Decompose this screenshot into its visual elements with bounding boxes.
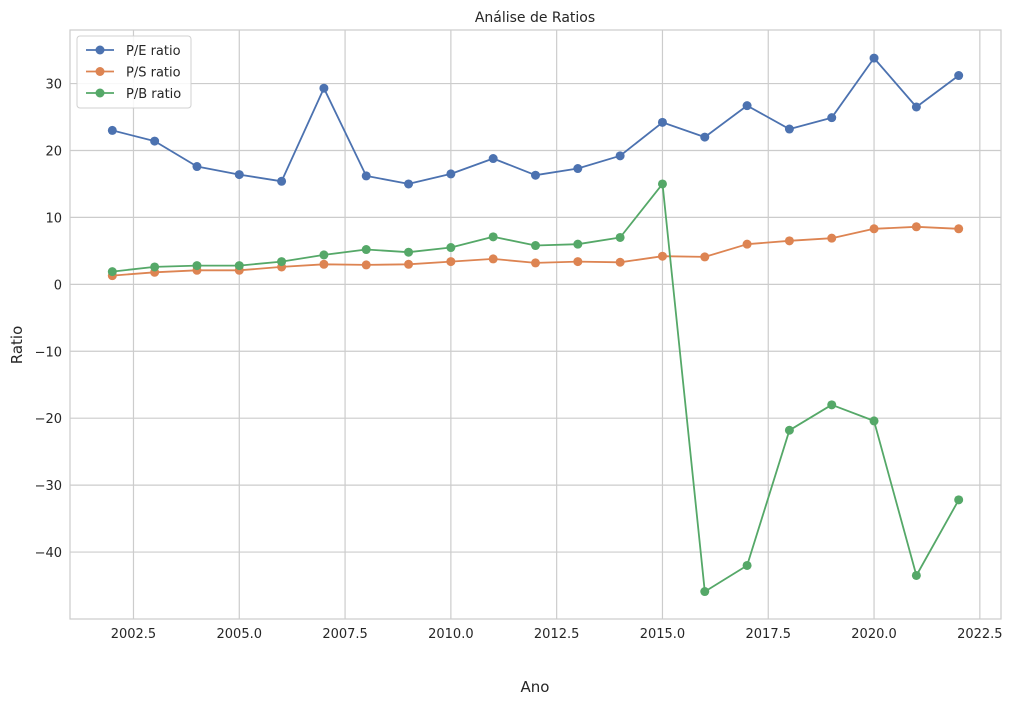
x-tick-label: 2017.5 <box>746 627 792 642</box>
p-e-ratio-point <box>488 154 498 164</box>
y-tick-label: 20 <box>45 144 62 159</box>
p-b-ratio-point <box>573 239 583 249</box>
p-s-ratio-point <box>446 257 456 267</box>
p-e-ratio-point <box>742 101 752 111</box>
p-e-ratio-point <box>911 102 921 112</box>
p-b-ratio-point <box>954 495 964 505</box>
p-e-ratio-point <box>107 125 117 135</box>
legend-label-p-e-ratio: P/E ratio <box>126 44 181 59</box>
x-tick-label: 2005.0 <box>217 627 263 642</box>
p-e-ratio-point <box>361 171 371 181</box>
p-b-ratio-point <box>150 262 160 272</box>
x-tick-label: 2012.5 <box>534 627 580 642</box>
p-b-ratio-point <box>277 257 287 267</box>
p-b-ratio-point <box>361 245 371 255</box>
p-s-ratio-point <box>573 257 583 267</box>
p-e-ratio-point <box>531 170 540 180</box>
p-b-ratio-point <box>700 587 710 597</box>
p-b-ratio-point <box>657 179 667 189</box>
p-b-ratio-point <box>446 243 456 253</box>
p-b-ratio-point <box>784 425 794 435</box>
p-e-ratio-point <box>869 53 879 63</box>
p-e-ratio-point <box>192 162 202 172</box>
legend-box <box>76 35 192 109</box>
y-tick-label: −40 <box>35 546 62 561</box>
p-e-ratio-point <box>700 132 710 142</box>
legend-label-p-b-ratio: P/B ratio <box>126 87 181 102</box>
p-s-ratio-point <box>784 236 794 246</box>
p-b-ratio-point <box>742 560 752 570</box>
legend-swatch-marker <box>95 45 105 55</box>
p-e-ratio-point <box>657 117 667 127</box>
p-s-ratio-point <box>361 260 371 270</box>
x-axis-label: Ano <box>521 678 550 696</box>
p-e-ratio-point <box>446 169 456 179</box>
plot-area <box>69 29 1002 620</box>
p-s-ratio-point <box>954 224 964 234</box>
p-e-ratio-point <box>954 71 964 81</box>
chart-title: Análise de Ratios <box>475 10 595 26</box>
p-e-ratio-point <box>827 113 837 123</box>
p-s-ratio-point <box>869 224 879 234</box>
p-s-ratio-point <box>488 254 498 264</box>
p-e-ratio-point <box>277 176 287 186</box>
legend-swatch-marker <box>95 88 105 98</box>
x-tick-label: 2020.0 <box>851 627 897 642</box>
p-e-ratio-point <box>573 164 583 174</box>
p-e-ratio-point <box>404 179 414 189</box>
p-s-ratio-point <box>531 258 540 268</box>
p-b-ratio-point <box>531 241 540 251</box>
legend: P/E ratio P/S ratio P/B ratio <box>76 35 192 109</box>
p-b-ratio-point <box>827 400 837 410</box>
p-b-ratio-point <box>404 247 414 257</box>
y-axis-label: Ratio <box>8 326 26 365</box>
x-tick-label: 2015.0 <box>640 627 686 642</box>
legend-swatch-marker <box>95 67 105 76</box>
p-s-ratio-point <box>657 251 667 261</box>
legend-label-p-s-ratio: P/S ratio <box>126 66 181 81</box>
grid-lines <box>70 30 1001 619</box>
p-s-ratio-point <box>404 259 414 269</box>
p-e-ratio-point <box>150 136 160 146</box>
y-tick-label: 30 <box>45 78 62 93</box>
y-tick-label: 10 <box>45 211 62 226</box>
p-b-ratio-point <box>319 250 329 260</box>
p-b-ratio-point <box>107 267 117 277</box>
y-tick-labels: −40 −30 −20 −10 0 10 20 30 <box>35 78 62 562</box>
p-s-ratio-point <box>700 252 710 262</box>
p-b-ratio-point <box>234 261 244 271</box>
p-b-ratio-point <box>615 232 625 242</box>
p-b-ratio-point <box>192 261 202 271</box>
x-tick-label: 2007.5 <box>322 627 368 642</box>
p-s-ratio-point <box>827 233 837 243</box>
p-s-ratio-point <box>742 239 752 249</box>
x-tick-label: 2022.5 <box>957 627 1003 642</box>
y-tick-label: 0 <box>54 278 62 293</box>
y-tick-label: −20 <box>35 412 62 427</box>
y-tick-label: −30 <box>35 479 62 494</box>
p-b-ratio-point <box>488 232 498 242</box>
x-tick-label: 2010.0 <box>428 627 474 642</box>
p-e-ratio-point <box>615 151 625 161</box>
y-tick-label: −10 <box>35 345 62 360</box>
x-tick-labels: 2002.5 2005.0 2007.5 2010.0 2012.5 2015.0 2017… <box>111 627 1003 642</box>
p-s-ratio-point <box>615 257 625 267</box>
p-e-ratio-point <box>319 83 329 93</box>
p-e-ratio-point <box>784 124 794 134</box>
p-s-ratio-point <box>911 222 921 232</box>
p-e-ratio-point <box>234 170 244 180</box>
p-s-ratio-point <box>319 259 329 269</box>
series-layer <box>107 53 964 597</box>
p-b-ratio-point <box>911 570 921 580</box>
p-b-ratio-point <box>869 416 879 426</box>
x-tick-label: 2002.5 <box>111 627 157 642</box>
